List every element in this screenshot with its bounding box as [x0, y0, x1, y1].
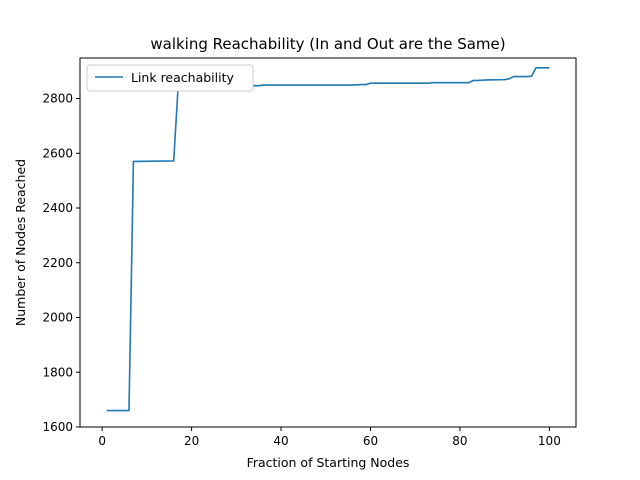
y-tick-label: 1600: [42, 420, 73, 434]
x-axis-label: Fraction of Starting Nodes: [247, 455, 410, 470]
y-ticks: 1600 1800 2000 2200 2400 2600 2800: [42, 92, 80, 434]
legend-box: [86, 64, 254, 92]
x-tick-label: 100: [538, 434, 561, 448]
y-axis-label: Number of Nodes Reached: [13, 159, 28, 326]
y-tick-label: 1800: [42, 365, 73, 379]
y-tick-label: 2000: [42, 311, 73, 325]
x-tick-label: 80: [452, 434, 467, 448]
legend-label-link-reachability: Link reachability: [131, 70, 234, 85]
x-tick-label: 40: [273, 434, 288, 448]
y-tick-label: 2800: [42, 92, 73, 106]
chart-title: walking Reachability (In and Out are the…: [150, 35, 505, 53]
x-tick-label: 60: [363, 434, 378, 448]
y-tick-label: 2200: [42, 256, 73, 270]
x-tick-label: 20: [184, 434, 199, 448]
legend: Link reachability: [86, 64, 254, 92]
x-tick-label: 0: [98, 434, 106, 448]
plot-frame: [79, 57, 577, 428]
y-tick-label: 2400: [42, 201, 73, 215]
y-tick-label: 2600: [42, 146, 73, 160]
x-ticks: 0 20 40 60 80 100: [98, 427, 561, 448]
